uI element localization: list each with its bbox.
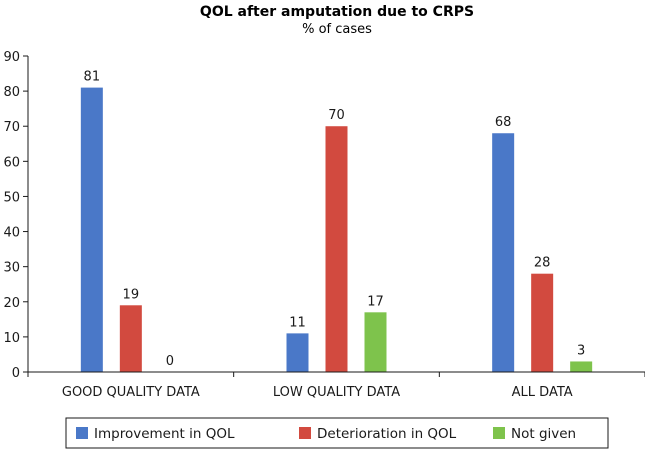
legend-swatch-not-given [493,427,505,439]
y-tick-label: 10 [3,331,20,346]
y-tick-label: 60 [3,155,20,170]
y-tick-label: 40 [3,226,20,241]
y-tick-label: 90 [3,50,20,65]
data-label: 11 [289,315,306,330]
data-label: 68 [495,115,512,130]
x-axis: GOOD QUALITY DATA LOW QUALITY DATA ALL DAT… [27,371,645,400]
y-tick-label: 50 [3,190,20,205]
legend-box [65,417,609,449]
legend: Improvement in QOL Deterioration in QOL … [65,417,609,449]
x-category-label: ALL DATA [512,385,573,400]
data-label: 81 [84,70,101,85]
y-axis: 0 10 20 30 40 50 60 70 80 90 [3,50,29,381]
chart-title: QOL after amputation due to CRPS [200,4,474,20]
data-label: 3 [577,343,585,358]
bar [80,87,103,372]
bar [531,273,554,372]
data-label: 28 [534,256,551,271]
data-labels: 81 11 68 19 70 28 0 17 3 [84,70,586,369]
bar [325,126,348,372]
bar [570,361,593,372]
y-tick-label: 70 [3,120,20,135]
data-label: 70 [328,108,345,123]
legend-label-improvement: Improvement in QOL [94,426,235,442]
legend-swatch-deterioration [299,427,311,439]
data-label: 0 [166,354,174,369]
y-tick-label: 80 [3,85,20,100]
bars [80,87,593,372]
bar [492,133,515,372]
x-category-label: GOOD QUALITY DATA [62,385,200,400]
bar [364,312,387,372]
y-tick-label: 0 [12,366,20,381]
legend-label-not-given: Not given [511,426,576,442]
chart-subtitle: % of cases [302,22,372,37]
x-category-label: LOW QUALITY DATA [273,385,400,400]
y-tick-label: 20 [3,296,20,311]
bar [119,305,142,372]
y-tick-label: 30 [3,261,20,276]
bar [286,333,309,372]
data-label: 17 [367,294,384,309]
data-label: 19 [123,287,140,302]
legend-swatch-improvement [76,427,88,439]
legend-label-deterioration: Deterioration in QOL [317,426,457,442]
